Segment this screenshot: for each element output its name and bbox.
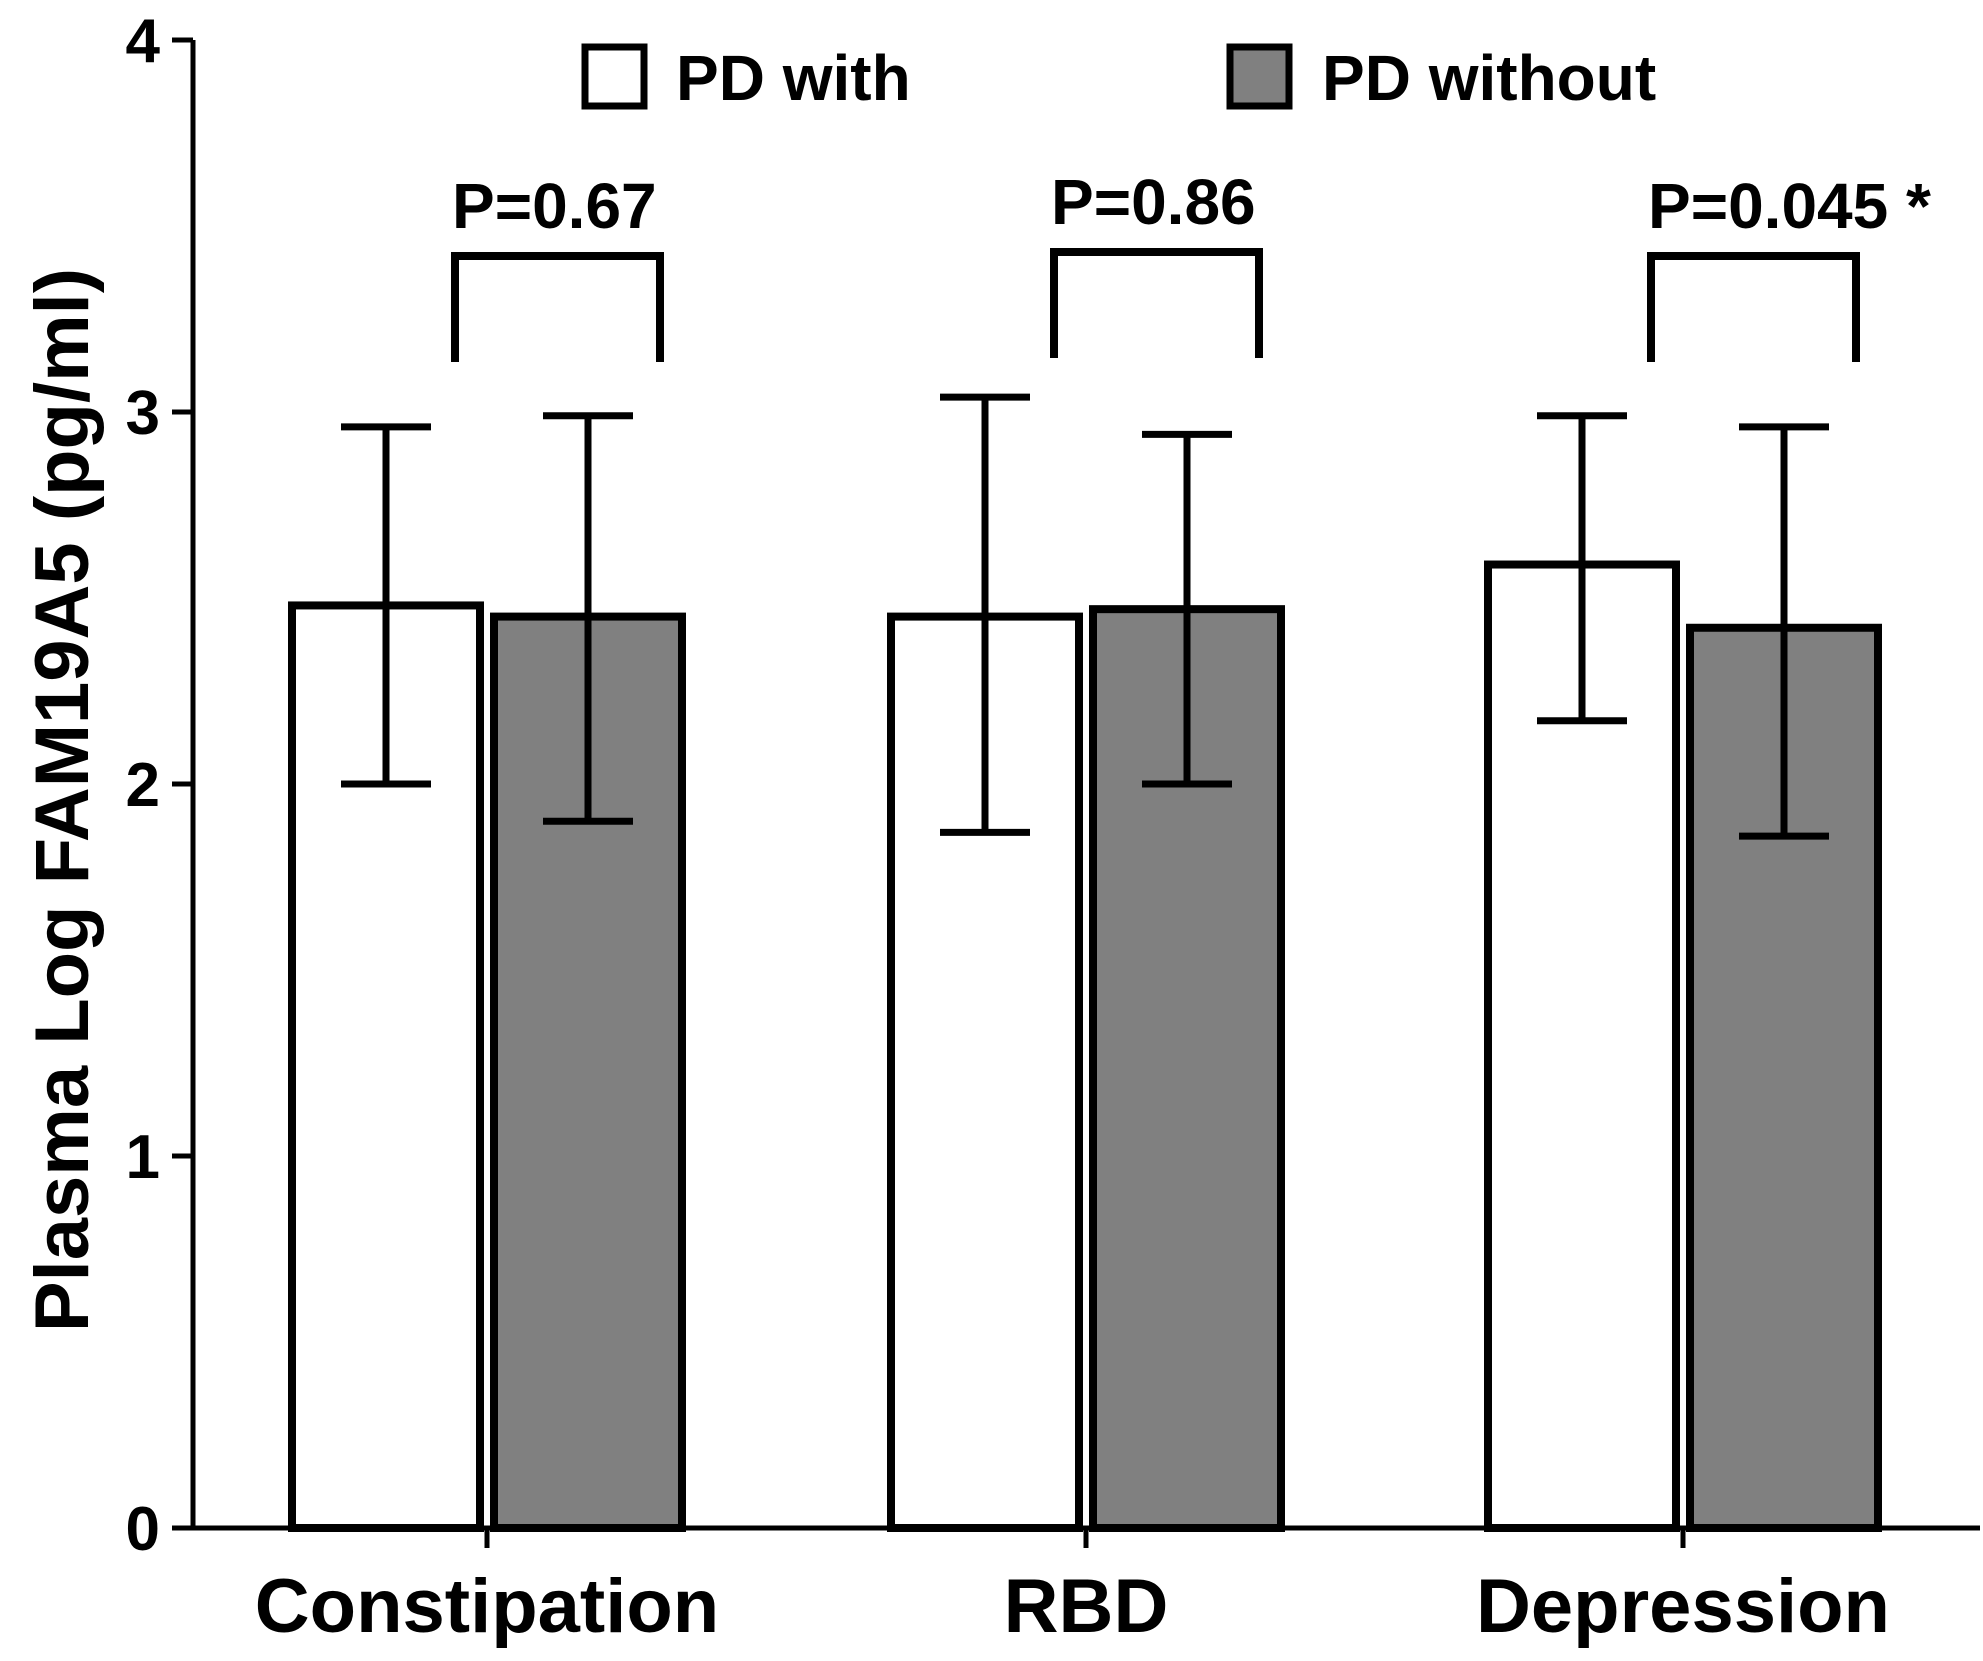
y-axis-label: Plasma Log FAM19A5 (pg/ml) [20, 268, 105, 1332]
x-tick-label: Depression [1476, 1564, 1890, 1649]
error-bars [341, 393, 1829, 840]
x-tick-label: RBD [1004, 1564, 1169, 1649]
significance-bracket [1647, 252, 1860, 362]
y-tick-label: 4 [126, 7, 161, 76]
y-tick-label: 1 [126, 1123, 160, 1192]
legend: PD with PD without [581, 42, 1656, 114]
legend-label-pd-with: PD with [676, 42, 911, 114]
p-value-label: P=0.86 [1051, 166, 1256, 238]
p-value-label: P=0.67 [452, 170, 657, 242]
y-tick-label: 0 [126, 1495, 160, 1564]
x-tick-label: Constipation [255, 1564, 719, 1649]
significance-bracket [1050, 248, 1263, 358]
p-value-label: P=0.045 * [1648, 170, 1931, 242]
legend-swatch-pd-without [1226, 43, 1293, 110]
legend-swatch-pd-with [581, 43, 648, 110]
x-tick-labels: Constipation RBD Depression [255, 1528, 1890, 1649]
bar-pd-with-depression [1484, 560, 1680, 1532]
y-tick-label: 2 [126, 751, 160, 820]
significance-brackets: P=0.67 P=0.86 P=0.045 * [451, 166, 1931, 362]
bars [288, 560, 1882, 1532]
significance-bracket [451, 252, 664, 362]
legend-label-pd-without: PD without [1322, 42, 1656, 114]
y-ticks: 0 1 2 3 4 [126, 7, 193, 1564]
y-tick-label: 3 [126, 379, 160, 448]
